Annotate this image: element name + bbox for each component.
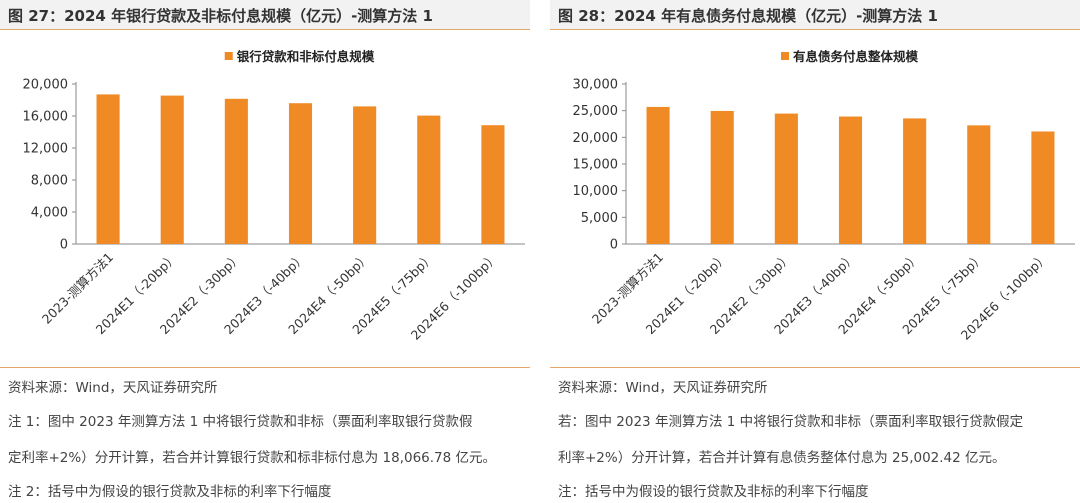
bar: [288, 103, 313, 244]
y-tick-label: 5,000: [581, 211, 618, 226]
chart-title: 图 28：2024 年有息债务付息规模（亿元）-测算方法 1: [558, 7, 938, 25]
y-tick-label: 8,000: [31, 174, 68, 189]
legend-swatch: [780, 52, 789, 60]
bar-chart-right: 有息债务付息整体规模 0 5,000 10,000 15,000 20,000 25,000…: [573, 49, 1075, 343]
source-note: 资料来源：Wind，天风证券研究所: [558, 380, 768, 396]
bar: [481, 125, 505, 244]
legend-label: 有息债务付息整体规模: [793, 49, 919, 64]
y-tick-label: 30,000: [573, 78, 619, 93]
footnote-line: 注 2：括号中为假设的银行贷款及非标的利率下行幅度: [8, 484, 332, 500]
bar: [774, 113, 798, 244]
separator-line: [550, 367, 1080, 368]
chart-panel-right: 图 28：2024 年有息债务付息规模（亿元）-测算方法 1 有息债务付息整体规…: [550, 0, 1080, 503]
legend-label: 银行贷款和非标付息规模: [237, 49, 375, 64]
bar: [96, 94, 120, 245]
bar: [967, 125, 991, 244]
bar: [903, 118, 927, 244]
legend-swatch: [224, 52, 233, 60]
chart-title-bar: 图 27：2024 年银行贷款及非标付息规模（亿元）-测算方法 1: [0, 0, 530, 30]
bar: [838, 116, 863, 244]
legend: 有息债务付息整体规模: [780, 49, 919, 64]
y-tick-label: 20,000: [573, 131, 619, 146]
bar: [160, 95, 184, 244]
y-tick-label: 15,000: [573, 158, 619, 173]
bar: [353, 106, 377, 245]
footnote-line: 若：图中 2023 年测算方法 1 中将银行贷款和非标（票面利率取银行贷款假定: [558, 414, 1024, 430]
chart-title-bar: 图 28：2024 年有息债务付息规模（亿元）-测算方法 1: [550, 0, 1080, 30]
y-tick-label: 4,000: [31, 206, 68, 221]
bar: [224, 98, 248, 244]
y-tick-label: 25,000: [573, 104, 619, 119]
source-note: 资料来源：Wind，天风证券研究所: [8, 380, 218, 396]
separator-line: [0, 367, 530, 368]
y-tick-label: 20,000: [23, 78, 69, 93]
footnote-line: 利率+2%）分开计算，若合并计算有息债务整体付息为 25,002.42 亿元。: [558, 450, 1006, 466]
y-tick-label: 0: [610, 238, 618, 253]
footnote-line: 注 1：图中 2023 年测算方法 1 中将银行贷款和非标（票面利率取银行贷款假: [8, 414, 473, 430]
chart-panel-left: 图 27：2024 年银行贷款及非标付息规模（亿元）-测算方法 1 银行贷款和非…: [0, 0, 530, 503]
bar: [646, 106, 670, 244]
footnote-line: 注：括号中为假设的银行贷款及非标的利率下行幅度: [558, 484, 869, 500]
bar-chart-left: 银行贷款和非标付息规模 0 4,000 8,000 12,000 16,000 20,000…: [23, 49, 525, 343]
y-tick-label: 16,000: [23, 110, 69, 125]
footnote-line: 定利率+2%）分开计算，若合并计算银行贷款和标非标付息为 18,066.78 亿…: [8, 450, 497, 466]
bar: [417, 115, 441, 244]
y-tick-label: 0: [60, 238, 68, 253]
legend: 银行贷款和非标付息规模: [224, 49, 375, 64]
y-tick-label: 12,000: [23, 142, 69, 157]
bar: [1031, 131, 1055, 244]
bar: [710, 110, 734, 244]
chart-title: 图 27：2024 年银行贷款及非标付息规模（亿元）-测算方法 1: [8, 7, 433, 25]
y-tick-label: 10,000: [573, 184, 619, 199]
